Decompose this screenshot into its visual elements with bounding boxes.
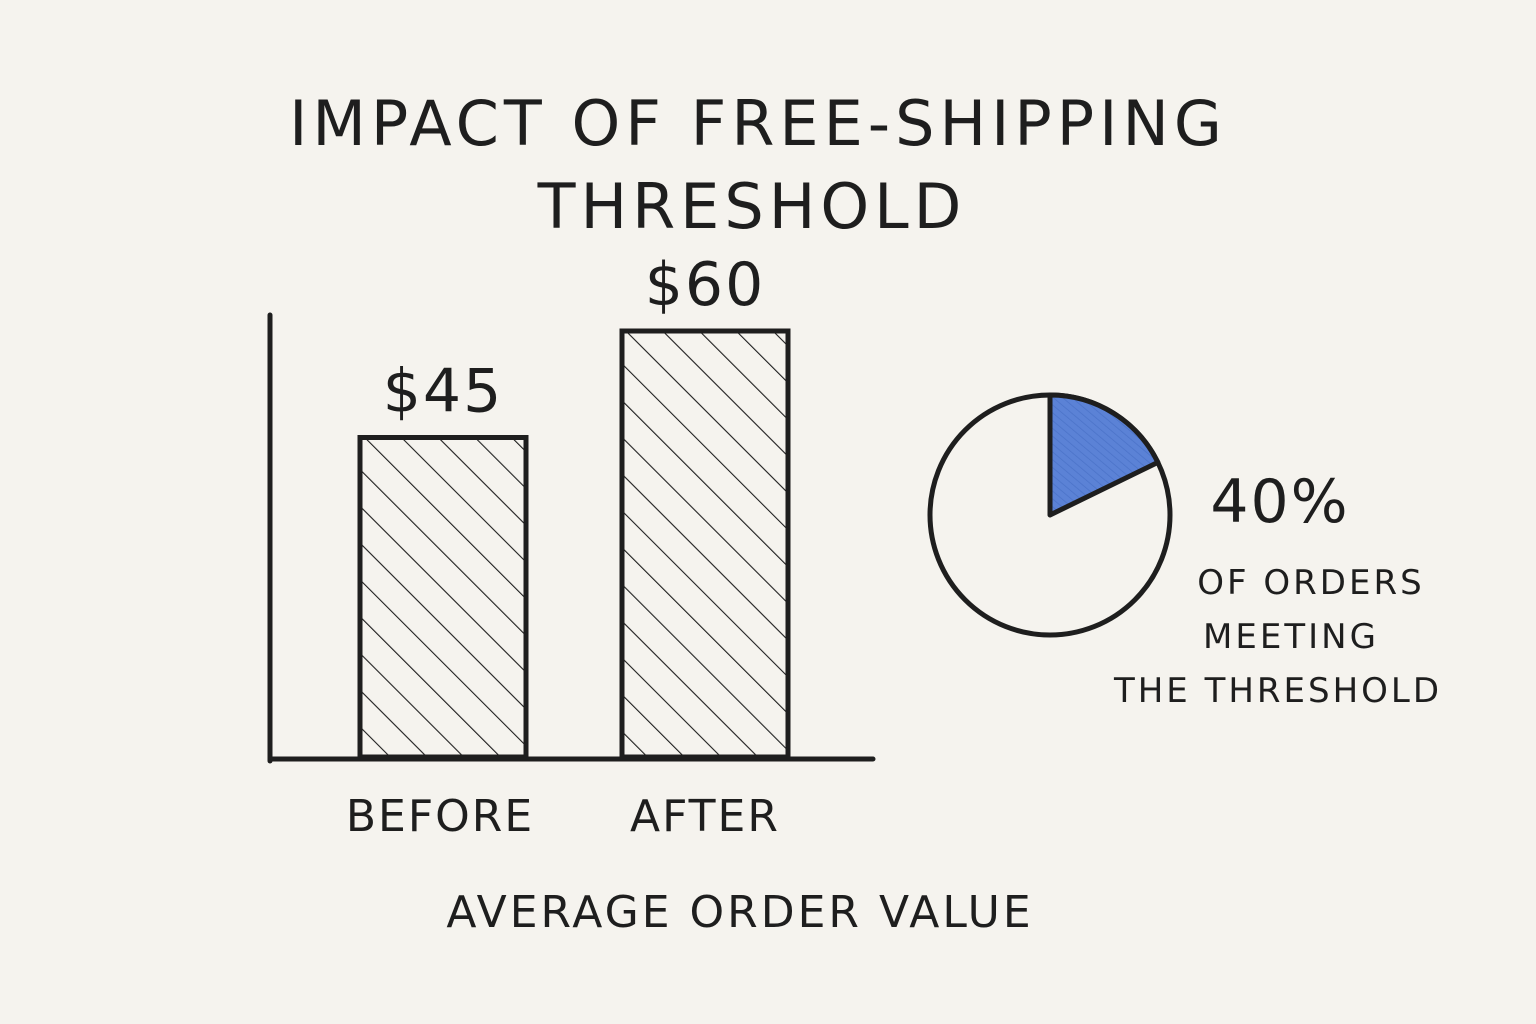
pie-caption-line-3: THE THRESHOLD [1113,671,1442,711]
pie-caption-line-2: MEETING [1203,617,1379,657]
value-label-after: $60 [645,250,766,320]
chart-title-line-2: THRESHOLD [537,170,967,243]
bar-after [619,328,791,760]
pie-percent-label: 40% [1210,467,1349,537]
category-label-before: BEFORE [346,791,534,842]
x-axis-title: AVERAGE ORDER VALUE [446,887,1033,938]
bar-before [357,435,529,760]
pie-chart [927,392,1173,638]
value-label-before: $45 [383,357,504,427]
pie-caption-line-1: OF ORDERS [1197,563,1424,603]
pie-slice-threshold [1047,392,1161,518]
chart-title-line-1: IMPACT OF FREE-SHIPPING [289,87,1227,160]
bars-group: $45 $60 [357,250,791,760]
category-label-after: AFTER [630,791,780,842]
